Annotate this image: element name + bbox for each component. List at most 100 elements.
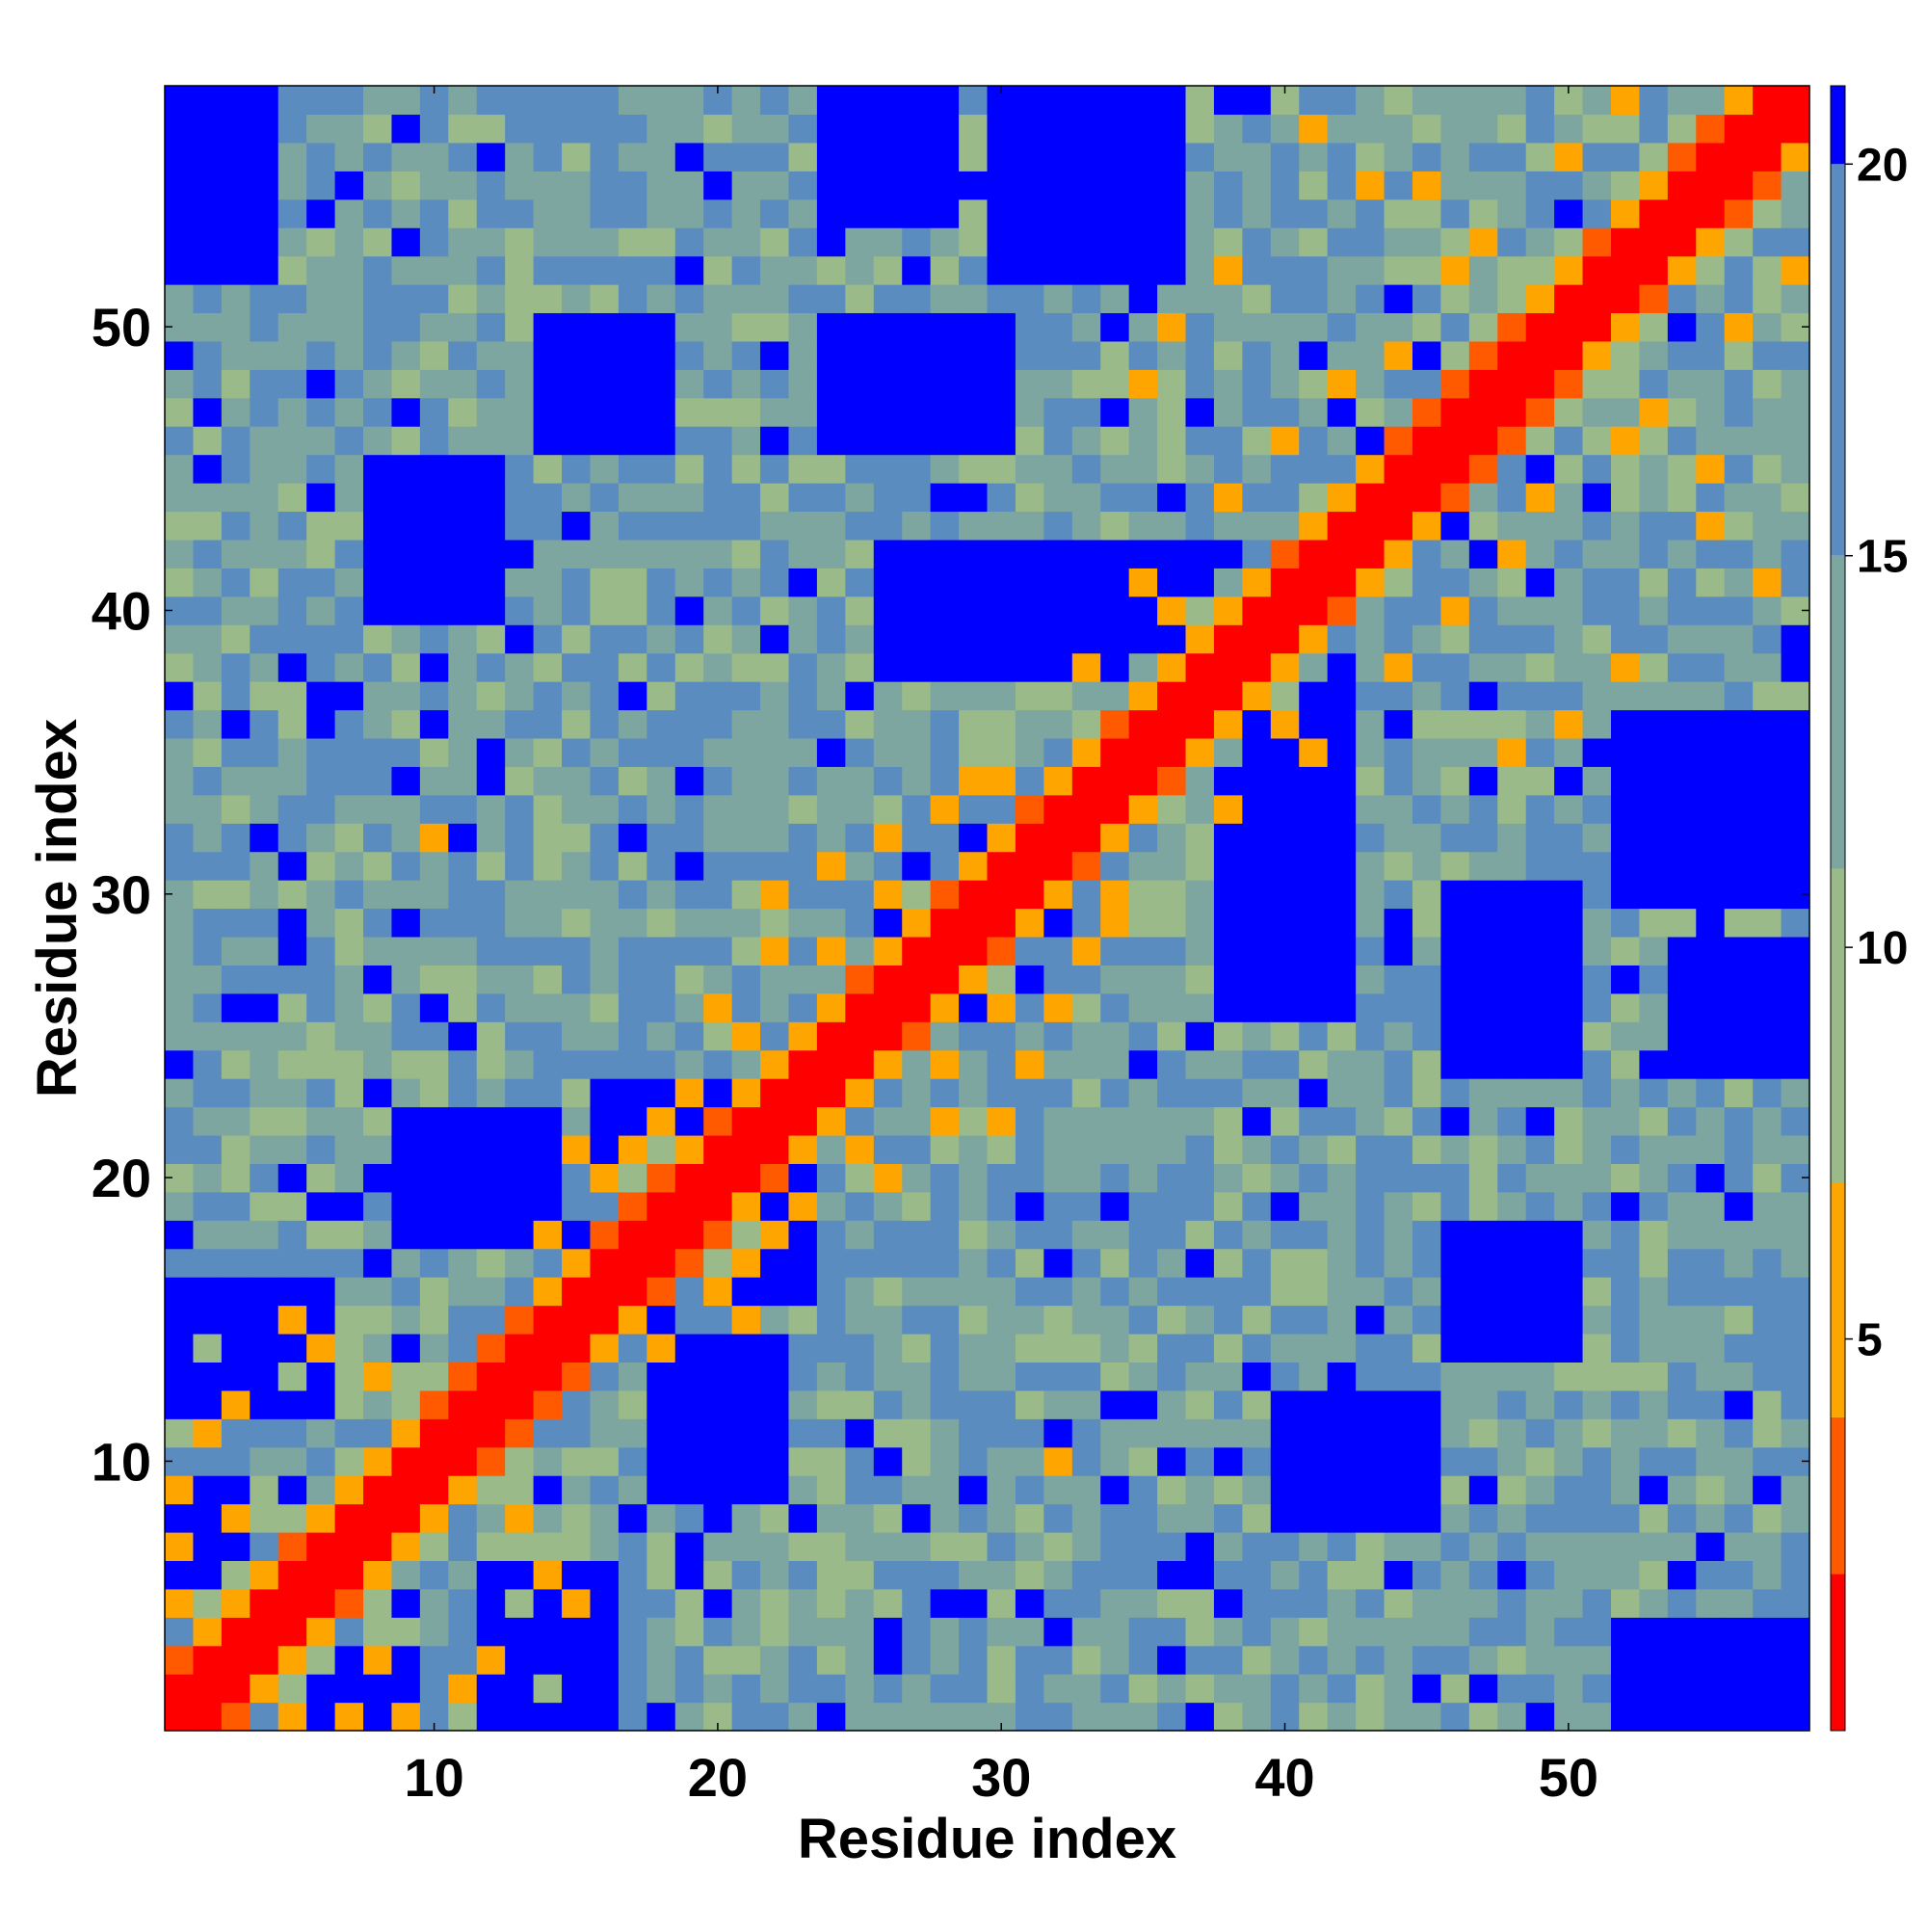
heatmap-cell — [703, 1277, 733, 1307]
heatmap-cell — [930, 709, 960, 739]
heatmap-cell — [1582, 1588, 1612, 1618]
heatmap-cell — [1356, 1475, 1386, 1505]
heatmap-cell — [1582, 568, 1612, 597]
heatmap-cell — [419, 1191, 449, 1221]
heatmap-cell — [930, 114, 960, 144]
heatmap-cell — [1128, 1220, 1158, 1250]
heatmap-cell — [1696, 369, 1726, 399]
heatmap-cell — [419, 1645, 449, 1675]
heatmap-cell — [930, 454, 960, 484]
heatmap-cell — [1497, 397, 1527, 427]
heatmap-cell — [1525, 86, 1555, 116]
heatmap-cell — [277, 171, 307, 200]
heatmap-cell — [1213, 1049, 1243, 1079]
heatmap-cell — [334, 1106, 364, 1136]
heatmap-cell — [277, 284, 307, 314]
heatmap-cell — [1468, 114, 1498, 144]
heatmap-cell — [505, 1106, 535, 1136]
heatmap-cell — [760, 823, 790, 853]
heatmap-cell — [1185, 709, 1215, 739]
heatmap-cell — [250, 1560, 279, 1590]
heatmap-cell — [731, 1503, 761, 1533]
heatmap-cell — [816, 681, 846, 711]
heatmap-cell — [1724, 397, 1754, 427]
heatmap-cell — [987, 1503, 1016, 1533]
heatmap-cell — [1356, 1588, 1386, 1618]
heatmap-cell — [1043, 823, 1073, 853]
heatmap-cell — [1639, 709, 1669, 739]
heatmap-cell — [221, 568, 251, 597]
heatmap-cell — [1071, 1702, 1101, 1732]
heatmap-cell — [760, 1531, 790, 1562]
heatmap-cell — [873, 652, 903, 682]
heatmap-cell — [647, 794, 676, 824]
heatmap-cell — [1213, 1475, 1243, 1505]
heatmap-cell — [1270, 1248, 1300, 1278]
heatmap-cell — [1128, 1248, 1158, 1278]
heatmap-cell — [250, 709, 279, 739]
heatmap-cell — [731, 794, 761, 824]
heatmap-cell — [1356, 86, 1386, 116]
heatmap-cell — [562, 171, 592, 200]
heatmap-cell — [1582, 652, 1612, 682]
heatmap-cell — [419, 794, 449, 824]
heatmap-cell — [703, 1163, 733, 1193]
heatmap-cell — [334, 1078, 364, 1108]
heatmap-cell — [987, 965, 1016, 994]
heatmap-cell — [674, 1418, 704, 1448]
heatmap-cell — [1667, 1645, 1697, 1675]
colorbar-segment — [1831, 1182, 1845, 1417]
heatmap-cell — [1639, 1333, 1669, 1363]
heatmap-cell — [1781, 1418, 1810, 1448]
heatmap-cell — [618, 1418, 647, 1448]
heatmap-cell — [1157, 1446, 1187, 1476]
heatmap-cell — [873, 568, 903, 597]
heatmap-cell — [1781, 1475, 1810, 1505]
heatmap-cell — [590, 86, 620, 116]
heatmap-cell — [250, 340, 279, 370]
heatmap-cell — [448, 1362, 478, 1391]
heatmap-cell — [1157, 539, 1187, 569]
heatmap-cell — [165, 936, 195, 966]
heatmap-cell — [1100, 284, 1130, 314]
heatmap-cell — [1270, 908, 1300, 938]
heatmap-cell — [1015, 198, 1044, 228]
heatmap-cell — [363, 1305, 393, 1335]
heatmap-cell — [1270, 539, 1300, 569]
heatmap-cell — [1525, 1191, 1555, 1221]
heatmap-cell — [533, 1617, 563, 1647]
heatmap-cell — [703, 454, 733, 484]
heatmap-cell — [1071, 511, 1101, 541]
heatmap-cell — [165, 1389, 195, 1419]
heatmap-cell — [1412, 823, 1441, 853]
heatmap-cell — [1440, 227, 1470, 257]
heatmap-cell — [816, 1702, 846, 1732]
heatmap-cell — [363, 1531, 393, 1562]
heatmap-cell — [1468, 1702, 1498, 1732]
heatmap-cell — [618, 511, 647, 541]
heatmap-cell — [1525, 1674, 1555, 1704]
heatmap-cell — [221, 1560, 251, 1590]
heatmap-cell — [250, 992, 279, 1022]
heatmap-cell — [1185, 851, 1215, 881]
heatmap-cell — [391, 1333, 421, 1363]
heatmap-cell — [674, 766, 704, 796]
heatmap-cell — [1327, 171, 1357, 200]
heatmap-cell — [1100, 992, 1130, 1022]
heatmap-cell — [760, 171, 790, 200]
heatmap-cell — [250, 1389, 279, 1419]
heatmap-cell — [1497, 284, 1527, 314]
heatmap-cell — [873, 1702, 903, 1732]
heatmap-cell — [1071, 227, 1101, 257]
heatmap-cell — [788, 1106, 818, 1136]
heatmap-cell — [930, 1248, 960, 1278]
heatmap-cell — [1468, 992, 1498, 1022]
heatmap-cell — [1639, 369, 1669, 399]
heatmap-cell — [1412, 284, 1441, 314]
heatmap-cell — [760, 1362, 790, 1391]
heatmap-cell — [476, 284, 506, 314]
heatmap-cell — [788, 1389, 818, 1419]
heatmap-cell — [1639, 992, 1669, 1022]
heatmap-cell — [1781, 1078, 1810, 1108]
heatmap-cell — [533, 142, 563, 172]
